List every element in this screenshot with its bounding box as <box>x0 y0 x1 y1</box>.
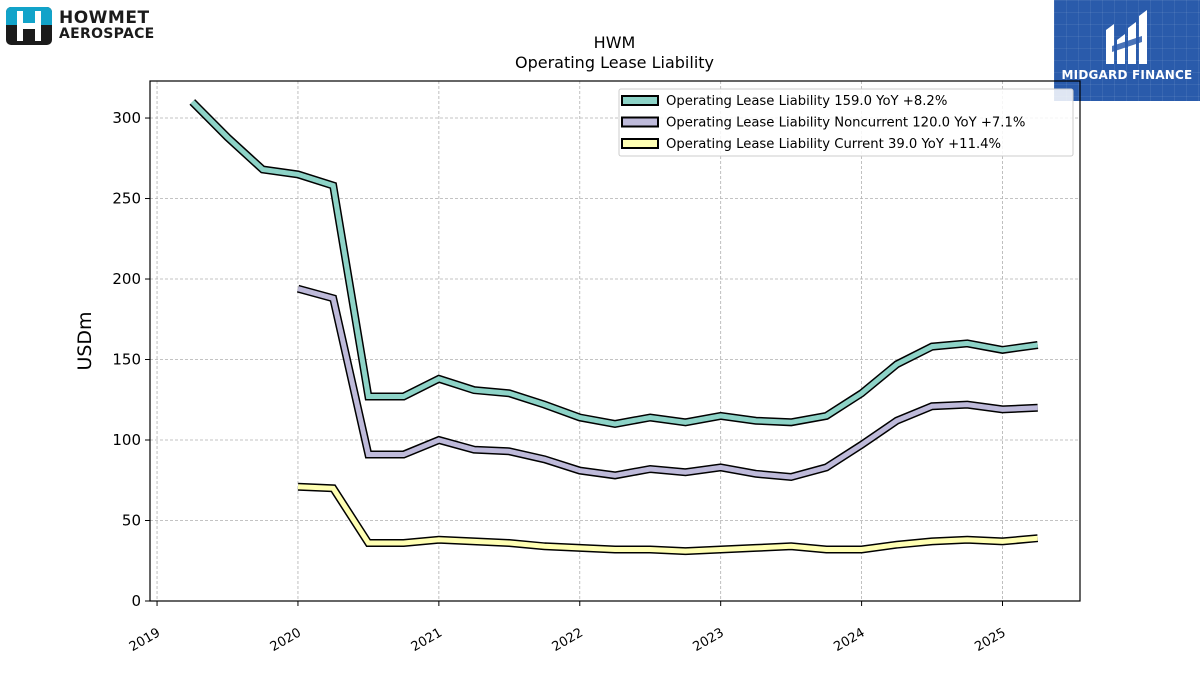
y-tick-label: 0 <box>131 592 141 610</box>
x-tick-label: 2025 <box>972 625 1008 655</box>
y-axis-label: USDm <box>74 311 96 370</box>
midgard-logo-text: MIDGARD FINANCE <box>1061 68 1193 82</box>
midgard-finance-logo: MIDGARD FINANCE <box>1054 0 1200 101</box>
howmet-logo-line1: HOWMET <box>59 8 150 28</box>
x-tick-label: 2023 <box>691 625 727 655</box>
legend-label-2: Operating Lease Liability Current 39.0 Y… <box>666 137 1001 152</box>
plot-frame <box>149 80 1081 602</box>
howmet-aerospace-logo: HOWMET AEROSPACE <box>6 6 176 46</box>
howmet-logo-icon <box>6 7 52 45</box>
y-tick-label: 300 <box>112 109 141 127</box>
y-tick-label: 150 <box>112 351 141 369</box>
legend-swatch-2 <box>621 138 659 149</box>
legend-box <box>618 88 1074 157</box>
midgard-mark-icon <box>1106 10 1147 64</box>
y-tick-label: 200 <box>112 270 141 288</box>
x-tick-label: 2021 <box>409 625 445 655</box>
y-tick-label: 50 <box>122 512 141 530</box>
chart-subtitle: Operating Lease Liability <box>515 53 714 72</box>
legend-label-1: Operating Lease Liability Noncurrent 120… <box>666 116 1025 131</box>
y-tick-label: 100 <box>112 431 141 449</box>
series-line-1 <box>297 286 1038 480</box>
series-line-0 <box>190 100 1039 427</box>
x-tick-label: 2022 <box>550 625 586 655</box>
x-tick-label: 2024 <box>831 625 867 655</box>
series-outline-1 <box>296 284 1038 482</box>
legend-swatch-1 <box>621 116 659 128</box>
series-line-2 <box>297 484 1038 554</box>
x-tick-label: 2019 <box>127 625 163 655</box>
chart-title: HWM <box>594 33 636 52</box>
howmet-logo-line2: AEROSPACE <box>59 26 155 42</box>
legend-label-0: Operating Lease Liability 159.0 YoY +8.2… <box>666 94 947 109</box>
x-tick-label: 2020 <box>268 625 304 655</box>
y-tick-label: 250 <box>112 190 141 208</box>
legend-swatch-0 <box>621 95 659 106</box>
